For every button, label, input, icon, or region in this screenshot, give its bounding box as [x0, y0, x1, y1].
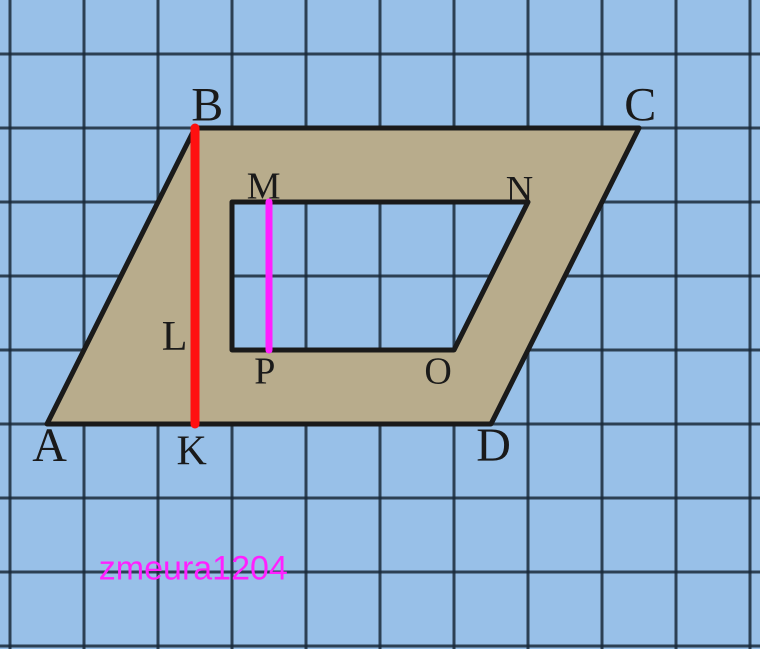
watermark-text: zmeura1204	[99, 549, 288, 587]
label-O: O	[424, 350, 451, 392]
label-C: C	[624, 79, 656, 132]
label-A: A	[32, 419, 67, 472]
label-N: N	[506, 169, 533, 211]
diagram-canvas: A B C D M N O P L Kzmeura1204	[0, 0, 760, 649]
label-L: L	[162, 314, 188, 360]
label-D: D	[476, 419, 511, 472]
label-M: M	[247, 165, 281, 207]
label-K: K	[177, 429, 207, 475]
label-P: P	[254, 350, 275, 392]
label-B: B	[191, 79, 223, 132]
